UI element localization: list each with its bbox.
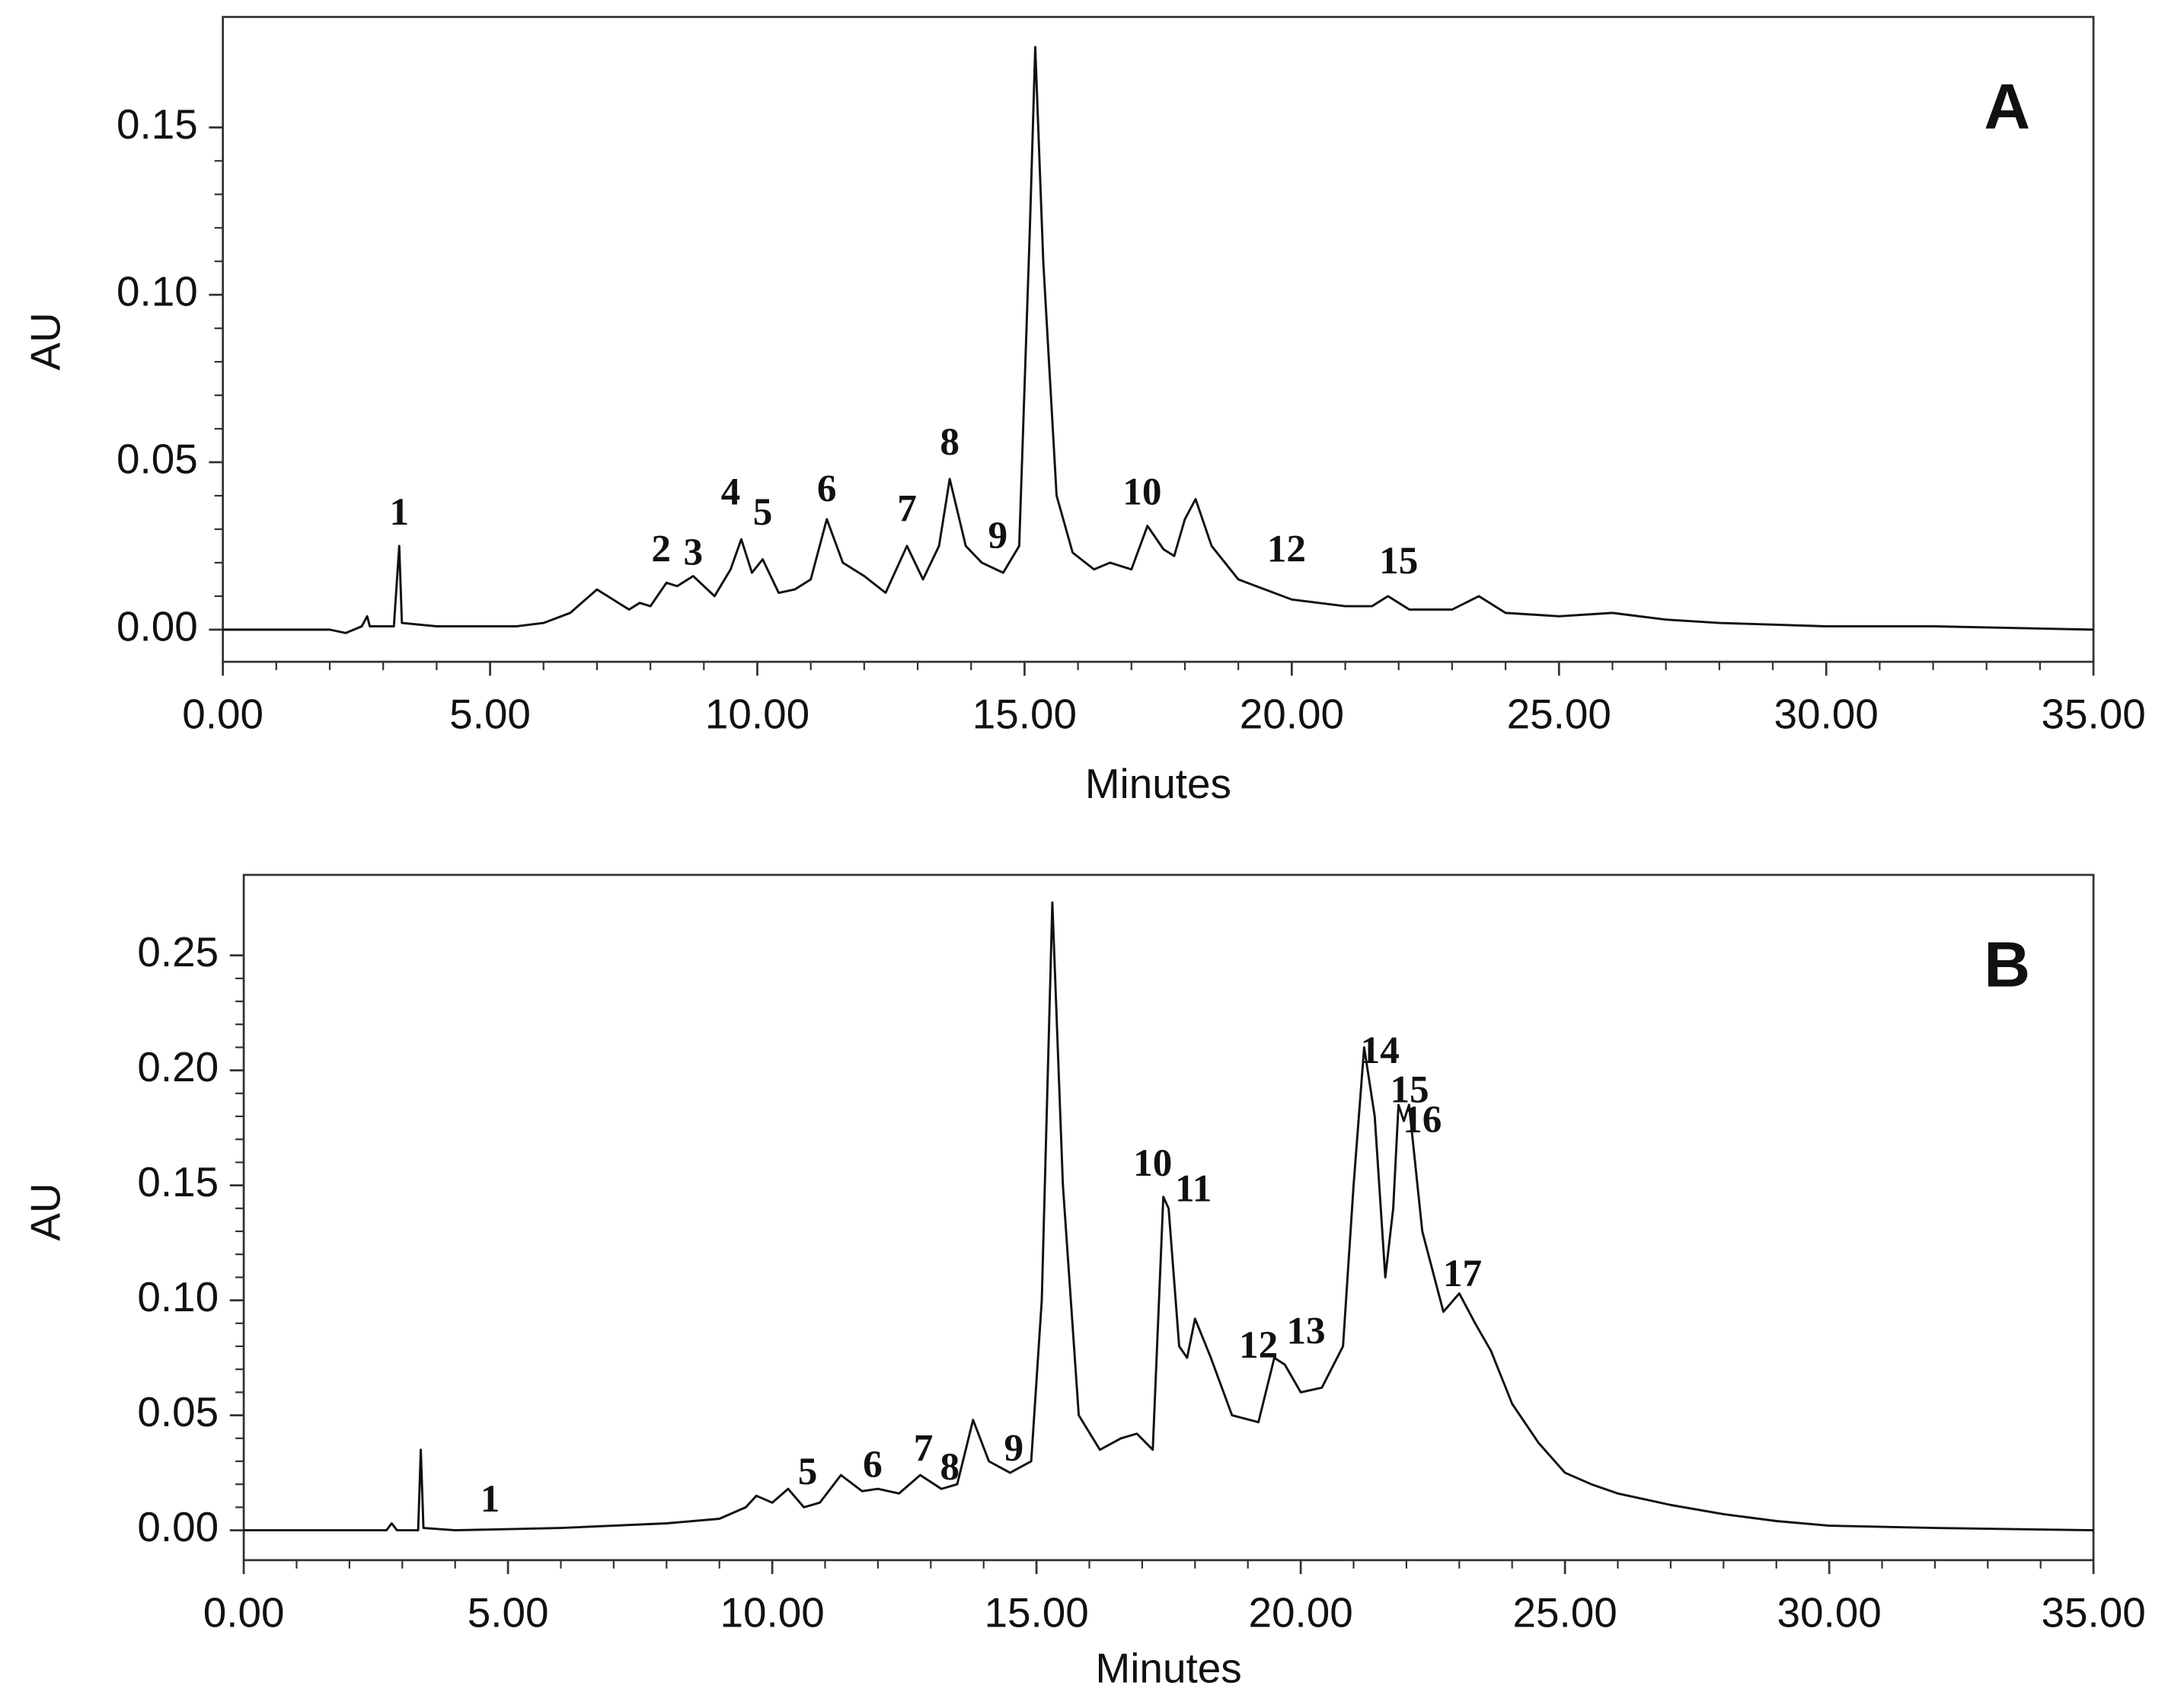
chromatogram-line	[222, 46, 2094, 634]
peak-label: 17	[1443, 1252, 1482, 1295]
y-axis-label: AU	[22, 1183, 69, 1240]
y-tick-label: 0.05	[137, 1388, 219, 1435]
peak-label: 6	[863, 1443, 883, 1486]
peak-label: 8	[940, 420, 959, 464]
x-tick-label: 0.00	[182, 691, 263, 738]
x-tick-label: 15.00	[972, 691, 1077, 738]
peak-label: 1	[389, 490, 409, 534]
panel-label: A	[1984, 71, 2030, 142]
x-tick-label: 20.00	[1248, 1589, 1352, 1636]
x-tick-label: 10.00	[705, 691, 809, 738]
y-axis-label: AU	[22, 312, 69, 370]
chromatogram-line	[244, 901, 2094, 1532]
peak-label: 3	[683, 531, 703, 574]
x-tick-label: 35.00	[2041, 1589, 2145, 1636]
peak-label: 4	[721, 471, 741, 514]
plot-frame	[222, 15, 2095, 663]
peak-label: 5	[753, 490, 773, 534]
peak-label: 15	[1379, 539, 1418, 583]
x-tick-label: 0.00	[203, 1589, 285, 1636]
x-tick-label: 30.00	[1774, 691, 1879, 738]
x-tick-label: 35.00	[2041, 691, 2145, 738]
panel-label: B	[1984, 929, 2030, 1001]
peak-label: 10	[1133, 1141, 1172, 1185]
peak-label: 10	[1122, 471, 1161, 514]
x-tick-label: 5.00	[449, 691, 531, 738]
y-tick-label: 0.00	[137, 1503, 219, 1550]
peak-label: 16	[1403, 1098, 1442, 1141]
y-tick-label: 0.20	[137, 1043, 219, 1090]
peak-label: 12	[1239, 1323, 1278, 1367]
y-tick-label: 0.05	[117, 436, 198, 483]
x-tick-label: 25.00	[1512, 1589, 1617, 1636]
x-tick-label: 15.00	[984, 1589, 1088, 1636]
y-tick-label: 0.15	[117, 101, 198, 148]
x-tick-label: 5.00	[468, 1589, 549, 1636]
y-tick-label: 0.10	[117, 268, 198, 315]
peak-label: 13	[1286, 1310, 1325, 1353]
x-tick-label: 25.00	[1507, 691, 1611, 738]
x-tick-label: 20.00	[1240, 691, 1344, 738]
y-tick-label: 0.00	[117, 602, 198, 650]
peak-label: 5	[798, 1450, 818, 1493]
peak-label: 11	[1175, 1167, 1212, 1210]
peak-label: 2	[651, 527, 671, 570]
peak-label: 15	[1390, 1068, 1429, 1112]
peak-label: 8	[940, 1445, 959, 1489]
peak-label: 1	[481, 1477, 500, 1521]
x-axis-label: Minutes	[1085, 760, 1231, 807]
peak-label: 12	[1267, 527, 1306, 570]
y-tick-label: 0.15	[137, 1158, 219, 1205]
peak-label: 9	[1004, 1427, 1023, 1470]
x-tick-label: 30.00	[1777, 1589, 1881, 1636]
peak-label: 9	[988, 514, 1008, 557]
x-axis-label: Minutes	[1096, 1645, 1242, 1692]
plot-frame	[242, 873, 2095, 1562]
peak-label: 7	[914, 1427, 934, 1470]
peak-label: 6	[817, 467, 837, 510]
x-tick-label: 10.00	[720, 1589, 824, 1636]
y-tick-label: 0.25	[137, 928, 219, 975]
peak-label: 14	[1361, 1029, 1400, 1072]
y-tick-label: 0.10	[137, 1273, 219, 1320]
peak-label: 7	[897, 487, 917, 531]
